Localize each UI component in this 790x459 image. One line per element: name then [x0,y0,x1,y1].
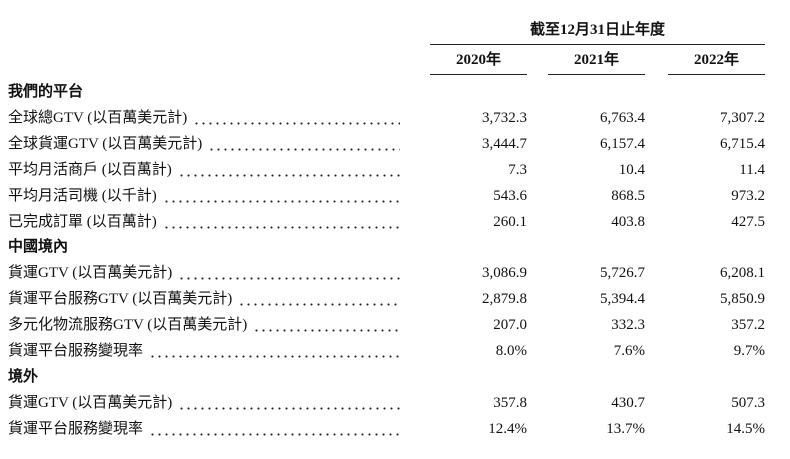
row-label: 平均月活商戶 (以百萬計) [8,161,172,178]
dot-leader [162,185,400,206]
cell-value: 973.2 [731,187,765,204]
cell-value: 2,879.8 [482,291,527,308]
row-label: 平均月活司機 (以千計) [8,187,157,204]
row-label: 多元化物流服務GTV (以百萬美元計) [8,317,248,334]
section-title: 中國境內 [8,239,69,256]
cell-value: 5,850.9 [720,291,765,308]
dot-leader [178,263,400,284]
column-header: 2020年 [455,52,501,68]
section-title: 境外 [8,368,39,385]
row-label: 貨運平台服務變現率 [8,420,144,437]
cell-value: 7,307.2 [720,109,765,126]
cell-value: 543.6 [493,187,527,204]
dot-leader [193,107,400,128]
cell-value: 8.0% [495,343,527,359]
column-header: 2022年 [693,52,739,68]
cell-value: 6,208.1 [720,265,765,282]
dot-leader [149,341,400,361]
cell-value: 7.3 [508,161,527,178]
header-title: 截至12月31日止年度 [529,22,665,38]
cell-value: 357.8 [493,394,527,411]
cell-value: 507.3 [731,394,765,411]
cell-value: 357.2 [731,317,765,334]
row-label: 全球總GTV (以百萬美元計) [8,109,188,126]
cell-value: 5,394.4 [600,291,645,308]
cell-value: 12.4% [488,420,527,437]
cell-value: 10.4 [618,161,645,178]
cell-value: 13.7% [606,420,645,437]
row-label: 貨運GTV (以百萬美元計) [8,394,173,411]
column-header: 2021年 [573,52,619,68]
dot-leader [149,418,400,439]
cell-value: 3,086.9 [482,265,527,282]
column-rule [548,74,645,75]
row-label: 貨運平台服務變現率 [8,343,144,359]
cell-value: 430.7 [611,394,645,411]
dot-leader [162,211,400,232]
row-label: 全球貨運GTV (以百萬美元計) [8,135,203,152]
cell-value: 3,732.3 [482,109,527,126]
cell-value: 9.7% [733,343,765,359]
dot-leader [177,159,400,180]
cell-value: 5,726.7 [600,265,645,282]
cell-value: 6,157.4 [600,135,645,152]
dot-leader [208,133,400,154]
cell-value: 14.5% [726,420,765,437]
dot-leader [178,392,400,413]
dot-leader [253,315,400,336]
cell-value: 260.1 [493,213,527,230]
row-label: 貨運平台服務GTV (以百萬美元計) [8,291,233,308]
cell-value: 207.0 [493,317,527,334]
row-label: 已完成訂單 (以百萬計) [8,213,157,230]
cell-value: 332.3 [611,317,645,334]
cell-value: 868.5 [611,187,645,204]
column-rule [668,74,765,75]
dot-leader [238,289,400,310]
cell-value: 3,444.7 [482,135,527,152]
section-title: 我們的平台 [8,84,84,100]
cell-value: 403.8 [611,213,645,230]
cell-value: 7.6% [613,343,645,359]
cell-value: 6,715.4 [720,135,765,152]
row-label: 貨運GTV (以百萬美元計) [8,265,173,282]
cell-value: 427.5 [731,213,765,230]
header-rule [430,44,765,45]
cell-value: 6,763.4 [600,109,645,126]
column-rule [430,74,527,75]
cell-value: 11.4 [739,161,765,178]
